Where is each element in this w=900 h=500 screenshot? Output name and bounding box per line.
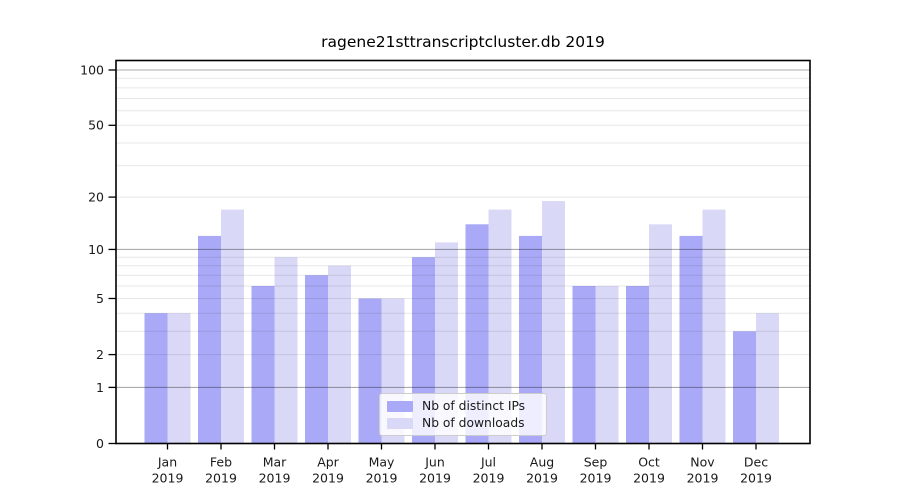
x-tick-label-year: 2019 (687, 471, 719, 486)
x-tick-label-year: 2019 (526, 471, 558, 486)
x-tick-label-year: 2019 (205, 471, 237, 486)
bar-nb-of-downloads-aug (542, 201, 565, 444)
bar-nb-of-distinct-ips-feb (198, 235, 221, 444)
bar-nb-of-distinct-ips-apr (305, 275, 328, 444)
bar-nb-of-downloads-sep (595, 286, 619, 444)
bar-nb-of-downloads-mar (274, 257, 298, 444)
bar-nb-of-distinct-ips-sep (572, 286, 596, 444)
legend-label-downloads: Nb of downloads (422, 416, 525, 430)
x-tick-label-year: 2019 (419, 471, 451, 486)
y-tick-label: 2 (96, 347, 104, 362)
legend-item-distinct-ips: Nb of distinct IPs (387, 398, 538, 414)
bar-nb-of-distinct-ips-jul (465, 224, 489, 444)
x-tick-label-month: Jun (424, 455, 445, 470)
bar-nb-of-downloads-nov (702, 209, 726, 444)
chart-legend: Nb of distinct IPs Nb of downloads (379, 393, 547, 436)
bar-nb-of-distinct-ips-oct (626, 286, 649, 444)
chart-title: ragene21sttranscriptcluster.db 2019 (321, 33, 605, 51)
y-tick-label: 100 (80, 62, 104, 77)
x-tick-label-month: Apr (317, 455, 339, 470)
x-tick-label-month: Feb (210, 455, 232, 470)
plot-border (115, 59, 811, 445)
legend-label-distinct-ips: Nb of distinct IPs (422, 399, 526, 413)
x-tick-label-year: 2019 (740, 471, 772, 486)
x-tick-label-month: May (369, 455, 395, 470)
bar-nb-of-distinct-ips-may (358, 298, 382, 444)
bar-nb-of-distinct-ips-mar (251, 286, 275, 444)
x-tick-label-year: 2019 (580, 471, 612, 486)
bar-nb-of-downloads-jan (167, 313, 191, 444)
y-tick-label: 20 (88, 190, 104, 205)
x-tick-label-month: Oct (638, 455, 660, 470)
x-tick-label-year: 2019 (366, 471, 398, 486)
bar-nb-of-distinct-ips-aug (519, 235, 542, 444)
x-tick-label-year: 2019 (152, 471, 184, 486)
x-tick-label-year: 2019 (259, 471, 291, 486)
x-tick-label-month: Jan (157, 455, 177, 470)
bar-nb-of-downloads-feb (221, 209, 244, 444)
x-tick-label-year: 2019 (633, 471, 665, 486)
x-tick-label-month: Nov (690, 455, 715, 470)
legend-swatch-downloads (387, 417, 413, 429)
x-tick-label-month: Aug (530, 455, 554, 470)
bar-nb-of-downloads-dec (756, 313, 779, 444)
bar-nb-of-distinct-ips-nov (679, 235, 703, 444)
x-tick-label-year: 2019 (473, 471, 505, 486)
x-tick-label-month: Dec (744, 455, 768, 470)
bar-nb-of-distinct-ips-jan (144, 313, 168, 444)
legend-swatch-distinct-ips (387, 400, 413, 412)
legend-item-downloads: Nb of downloads (387, 415, 538, 431)
y-tick-label: 10 (88, 242, 104, 257)
y-tick-label: 50 (88, 118, 104, 133)
y-tick-label: 1 (96, 380, 104, 395)
y-tick-label: 5 (96, 291, 104, 306)
x-tick-label-month: Jul (480, 455, 496, 470)
bar-nb-of-downloads-oct (649, 224, 672, 444)
x-tick-label-year: 2019 (312, 471, 344, 486)
x-tick-label-month: Sep (584, 455, 608, 470)
x-tick-label-month: Mar (263, 455, 287, 470)
bar-nb-of-downloads-jul (488, 209, 512, 444)
y-tick-label: 0 (96, 436, 104, 451)
